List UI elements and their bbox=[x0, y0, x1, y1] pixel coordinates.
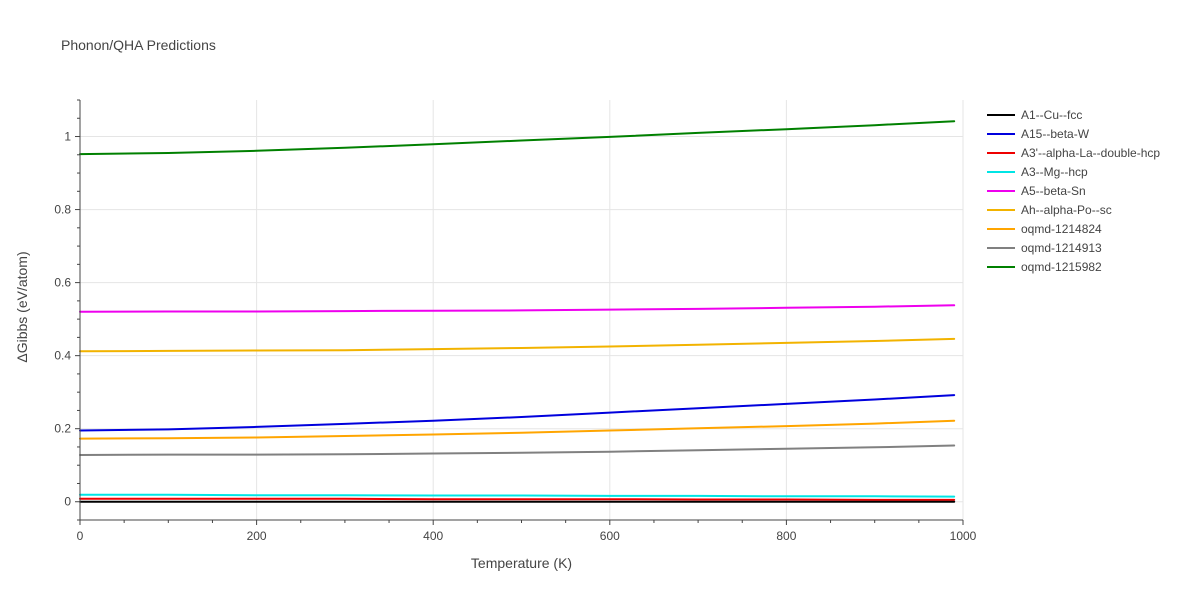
x-axis-title: Temperature (K) bbox=[471, 555, 572, 571]
legend-label: oqmd-1214824 bbox=[1021, 222, 1102, 236]
legend-label: A3'--alpha-La--double-hcp bbox=[1021, 146, 1160, 160]
series-line-oqmd-1214824 bbox=[79, 419, 956, 440]
legend-label: A3--Mg--hcp bbox=[1021, 165, 1088, 179]
series-line-a3-mg-hcp bbox=[79, 493, 956, 498]
series-line-a5-beta-sn bbox=[79, 304, 956, 313]
x-tick-label: 1000 bbox=[950, 529, 977, 543]
legend-label: A15--beta-W bbox=[1021, 127, 1090, 141]
x-tick-label: 200 bbox=[247, 529, 267, 543]
legend-label: Ah--alpha-Po--sc bbox=[1021, 203, 1112, 217]
legend-label: A1--Cu--fcc bbox=[1021, 108, 1082, 122]
x-tick-label: 600 bbox=[600, 529, 620, 543]
chart-title: Phonon/QHA Predictions bbox=[61, 37, 216, 53]
y-tick-label: 0 bbox=[64, 495, 71, 509]
legend-label: oqmd-1214913 bbox=[1021, 241, 1102, 255]
y-tick-label: 1 bbox=[64, 130, 71, 144]
legend-label: A5--beta-Sn bbox=[1021, 184, 1086, 198]
y-axis-title: ΔGibbs (eV/atom) bbox=[14, 251, 30, 362]
series-line-a3-alpha-la-double-hcp bbox=[79, 497, 956, 501]
legend-label: oqmd-1215982 bbox=[1021, 260, 1102, 274]
tick-labels: 0 200 400 600 800 1000 0 0.2 0.4 0.6 0.8 1 bbox=[54, 99, 977, 543]
y-tick-label: 0.6 bbox=[54, 276, 71, 290]
x-tick-label: 0 bbox=[77, 529, 84, 543]
series-lines bbox=[79, 120, 956, 503]
x-tick-label: 400 bbox=[423, 529, 443, 543]
series-line-oqmd-1214913 bbox=[79, 444, 956, 456]
series-line-a15-beta-w bbox=[79, 394, 956, 432]
x-tick-label: 800 bbox=[776, 529, 796, 543]
series-line-ah-alpha-po-sc bbox=[79, 337, 956, 353]
y-tick-label: 0.2 bbox=[54, 422, 71, 436]
series-line-oqmd-1215982 bbox=[79, 120, 956, 156]
legend: A1--Cu--fcc A15--beta-W A3'--alpha-La--dou… bbox=[987, 108, 1160, 274]
y-tick-label: 0.4 bbox=[54, 349, 71, 363]
y-tick-label: 0.8 bbox=[54, 203, 71, 217]
